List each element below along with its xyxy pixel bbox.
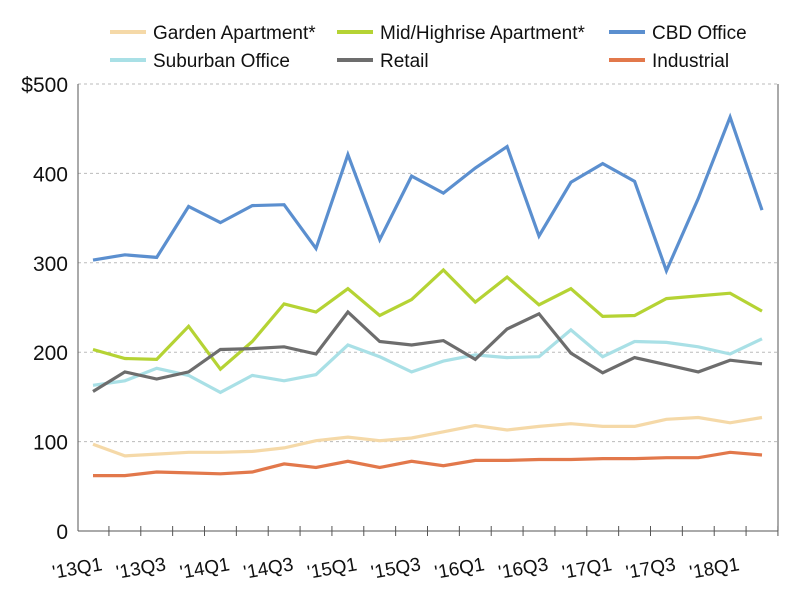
y-tick-label: 400 xyxy=(33,163,68,186)
series-line-cbd-office xyxy=(92,112,764,276)
y-tick-label: 300 xyxy=(33,253,68,276)
legend-label: Retail xyxy=(380,51,429,72)
series-line-mid-highrise-apartment xyxy=(92,267,763,372)
y-tick-label: 200 xyxy=(33,342,68,365)
axes xyxy=(77,84,779,536)
legend-label: CBD Office xyxy=(652,23,747,44)
legend-label: Industrial xyxy=(652,51,729,72)
legend-label: Suburban Office xyxy=(153,51,290,72)
y-tick-label: 0 xyxy=(56,521,68,544)
x-tick-label: '17Q3 xyxy=(624,554,677,583)
series-line-retail xyxy=(92,309,763,393)
x-tick-label: '17Q1 xyxy=(561,554,614,583)
x-tick-label: '14Q3 xyxy=(242,554,295,583)
series-lines xyxy=(92,112,764,478)
series-line-garden-apartment xyxy=(92,415,763,458)
x-axis-ticks: '13Q1 '13Q3 '14Q1 '14Q3 '15Q1 '15Q3 '16Q1 '16Q3… xyxy=(51,554,741,583)
x-tick-label: '15Q1 xyxy=(306,554,359,583)
x-tick-label: '16Q3 xyxy=(497,554,550,583)
y-tick-label: 100 xyxy=(33,432,68,455)
series-line-industrial xyxy=(93,450,763,478)
x-tick-label: '18Q1 xyxy=(688,554,741,583)
x-tick-label: '15Q3 xyxy=(369,554,422,583)
x-tick-label: '16Q1 xyxy=(433,554,486,583)
x-tick-label: '13Q3 xyxy=(115,554,168,583)
legend-label: Mid/Highrise Apartment* xyxy=(380,23,585,44)
legend-label: Garden Apartment* xyxy=(153,23,316,44)
legend: Garden Apartment* Mid/Highrise Apartment*… xyxy=(110,23,747,72)
gridlines xyxy=(78,83,778,443)
y-axis-ticks: 0 100 200 300 400 $500 xyxy=(21,74,68,544)
x-tick-label: '13Q1 xyxy=(51,554,104,583)
x-tick-label: '14Q1 xyxy=(178,554,231,583)
series-line-suburban-office xyxy=(92,327,763,395)
y-tick-label: $500 xyxy=(21,74,68,97)
